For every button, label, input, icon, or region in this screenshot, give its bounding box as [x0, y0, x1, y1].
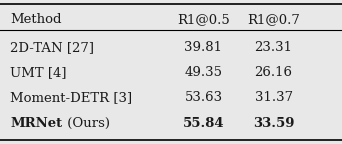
Text: UMT [4]: UMT [4]	[10, 66, 67, 79]
Text: (Ours): (Ours)	[63, 117, 110, 130]
Text: 39.81: 39.81	[184, 41, 223, 54]
Text: Moment-DETR [3]: Moment-DETR [3]	[10, 91, 132, 104]
Text: R1@0.7: R1@0.7	[247, 13, 300, 26]
Text: Method: Method	[10, 13, 62, 26]
Text: 55.84: 55.84	[183, 117, 224, 130]
Text: 23.31: 23.31	[254, 41, 293, 54]
Text: 31.37: 31.37	[254, 91, 293, 104]
Text: 53.63: 53.63	[184, 91, 223, 104]
Text: 33.59: 33.59	[253, 117, 294, 130]
Text: 2D-TAN [27]: 2D-TAN [27]	[10, 41, 94, 54]
Text: 49.35: 49.35	[184, 66, 223, 79]
Text: R1@0.5: R1@0.5	[177, 13, 230, 26]
Text: 26.16: 26.16	[254, 66, 293, 79]
Text: MRNet: MRNet	[10, 117, 62, 130]
